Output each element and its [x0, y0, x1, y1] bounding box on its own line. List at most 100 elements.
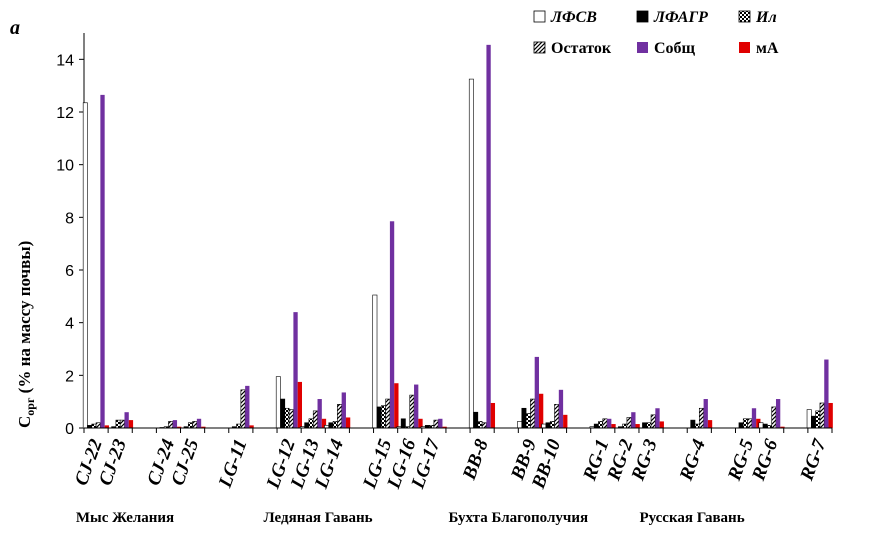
y-tick-label: 0 — [65, 421, 74, 438]
bar-lg-17-s5 — [442, 426, 447, 428]
bar-rg-4-s3 — [698, 407, 704, 429]
bar-rg-6-s1 — [762, 423, 768, 429]
bar-bb-10-s1 — [545, 422, 551, 429]
bar-bb-10-s3 — [554, 403, 560, 429]
legend-swatch — [533, 41, 546, 54]
bar-lg-17-s3 — [433, 419, 439, 429]
category-label: RG-4 — [675, 437, 710, 485]
y-tick-label: 12 — [56, 105, 74, 122]
group-label: Русская Гавань — [639, 510, 744, 526]
bar-lg-16-s4 — [414, 384, 419, 428]
bar-lg-12-s0 — [275, 376, 281, 429]
bar-rg-3-s3 — [650, 414, 656, 429]
bar-lg-13-s3 — [312, 410, 318, 429]
bar-cj-22-s0 — [82, 102, 88, 429]
bar-rg-6-s3 — [771, 406, 777, 429]
bar-rg-1-s1 — [593, 423, 599, 429]
bar-lg-11-s5 — [249, 425, 254, 428]
bar-rg-7-s1 — [811, 415, 816, 429]
bar-rg-3-s4 — [655, 408, 660, 428]
bar-rg-5-s1 — [738, 422, 744, 429]
bar-rg-5-s4 — [751, 408, 757, 428]
bar-lg-12-s3 — [288, 409, 294, 429]
bar-rg-5-s3 — [747, 418, 753, 429]
bar-cj-25-s3 — [192, 421, 198, 429]
bar-bb-8-s3 — [481, 422, 487, 429]
bar-lg-17-s4 — [438, 418, 443, 428]
bar-cj-22-s5 — [104, 425, 109, 428]
bar-bb-10-s5 — [563, 414, 568, 428]
bar-cj-25-s5 — [201, 426, 206, 428]
legend-swatch — [739, 42, 750, 53]
y-axis: 0 2 4 6 8 10 12 14 — [56, 33, 85, 438]
bar-cj-24-s4 — [172, 420, 178, 428]
bar-lg-14-s2 — [332, 421, 338, 429]
bar-rg-7-s0 — [806, 409, 812, 429]
bar-lg-11-s2 — [236, 423, 242, 429]
bar-lg-16-s5 — [418, 418, 423, 428]
bar-rg-1-s2 — [598, 421, 604, 429]
bar-lg-14-s1 — [328, 422, 334, 429]
legend-label: ЛФАГР — [653, 9, 708, 26]
y-tick-label: 2 — [65, 368, 74, 385]
legend-label: Остаток — [551, 40, 612, 57]
bar-cj-25-s2 — [187, 422, 193, 429]
bar-rg-6-s5 — [780, 426, 785, 428]
bar-bb-8-s1 — [473, 411, 479, 429]
bar-cj-23-s2 — [115, 419, 121, 429]
bar-cj-25-s4 — [196, 418, 202, 428]
bar-bb-8-s5 — [490, 402, 496, 428]
bar-rg-3-s1 — [642, 422, 648, 429]
legend-swatch — [533, 10, 546, 23]
bar-bb-10-s2 — [549, 421, 555, 429]
bar-rg-1-s3 — [602, 418, 608, 429]
legend: ЛФСВ ЛФАГР Ил Остаток Собщ мА — [533, 9, 779, 57]
bar-cj-24-s3 — [168, 421, 174, 429]
category-label: BB-8 — [459, 436, 493, 483]
bar-bb-8-s4 — [486, 44, 491, 428]
y-tick-label: 10 — [56, 158, 74, 175]
legend-label: Собщ — [654, 40, 696, 57]
bar-rg-1-s5 — [611, 424, 616, 428]
bar-rg-4-s5 — [707, 420, 713, 428]
bar-lg-14-s3 — [337, 403, 342, 429]
bar-bb-8-s2 — [477, 421, 483, 429]
bar-rg-5-s2 — [742, 418, 748, 429]
bar-rg-7-s2 — [815, 410, 821, 429]
y-tick-label: 8 — [65, 210, 74, 227]
bar-rg-4-s2 — [694, 423, 700, 429]
group-label: Ледяная Гавань — [263, 510, 372, 526]
bars — [82, 44, 833, 429]
bar-lg-15-s2 — [381, 405, 386, 429]
bar-rg-2-s2 — [622, 423, 628, 429]
legend-swatch — [636, 10, 649, 23]
bar-rg-3-s2 — [646, 422, 652, 429]
bar-rg-2-s5 — [635, 424, 640, 428]
bar-cj-24-s5 — [177, 426, 182, 428]
y-tick-label: 4 — [65, 316, 74, 333]
bar-cj-22-s2 — [91, 423, 97, 429]
bar-bb-9-s1 — [521, 407, 527, 429]
bar-lg-11-s3 — [240, 389, 246, 429]
bar-bb-9-s3 — [530, 398, 535, 429]
bar-lg-15-s5 — [394, 383, 399, 428]
legend-label: ЛФСВ — [550, 9, 597, 26]
bar-bb-9-s5 — [538, 393, 544, 428]
bar-rg-6-s4 — [775, 399, 781, 428]
group-label: Мыс Желания — [76, 510, 174, 526]
bar-lg-12-s5 — [297, 381, 302, 428]
bar-rg-7-s5 — [828, 402, 833, 428]
bar-lg-15-s4 — [389, 221, 395, 428]
bar-rg-7-s4 — [824, 359, 829, 428]
bar-rg-4-s1 — [690, 419, 696, 429]
bar-rg-6-s0 — [758, 422, 764, 429]
category-label: LG-11 — [214, 437, 251, 492]
bar-lg-13-s1 — [304, 422, 310, 429]
legend-label: мА — [756, 40, 779, 57]
bar-lg-13-s4 — [317, 399, 322, 428]
bar-lg-16-s1 — [400, 418, 406, 429]
bar-lg-13-s5 — [321, 418, 327, 428]
y-tick-label: 14 — [56, 52, 74, 69]
